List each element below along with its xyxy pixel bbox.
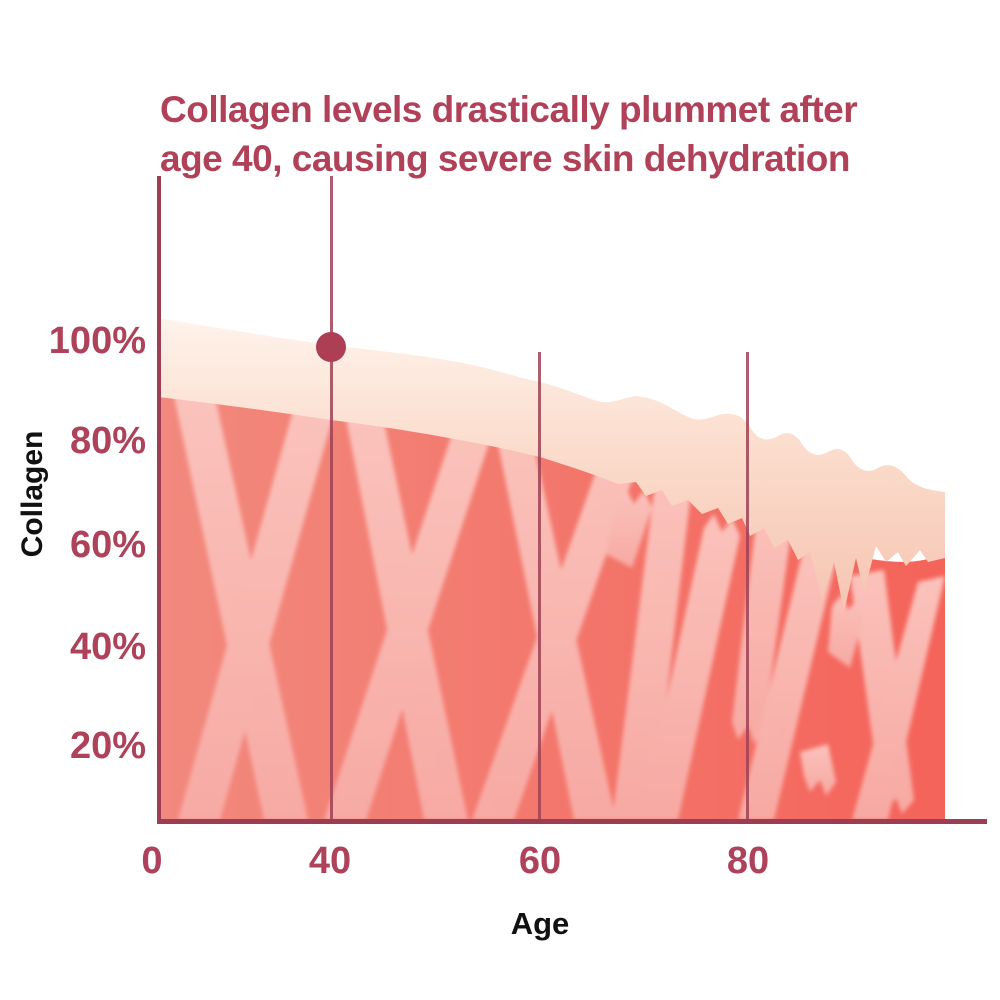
y-tick-100: 100%	[48, 320, 146, 362]
y-tick-20: 20%	[69, 725, 146, 767]
x-axis-title: Age	[510, 906, 570, 941]
chart-title-line-1: Collagen levels drastically plummet afte…	[160, 89, 858, 130]
gridline-age-40	[330, 176, 333, 820]
y-tick-80: 80%	[69, 420, 146, 462]
x-tick-0: 0	[141, 840, 163, 882]
y-axis-line	[157, 176, 161, 824]
data-point-marker-age-40	[316, 332, 346, 362]
epidermis-shape	[158, 318, 945, 612]
collagen-fibers	[174, 392, 945, 820]
y-axis-title: Collagen	[16, 430, 49, 558]
x-tick-60: 60	[518, 840, 562, 882]
x-tick-80: 80	[726, 840, 770, 882]
y-tick-60: 60%	[69, 524, 146, 566]
skin-cross-section-illustration	[158, 318, 945, 820]
gridline-age-60	[538, 352, 541, 820]
chart-title-line-2: age 40, causing severe skin dehydration	[160, 137, 850, 179]
chart-title: Collagen levels drastically plummet afte…	[160, 86, 970, 184]
x-tick-40: 40	[308, 840, 352, 882]
x-axis-line	[157, 819, 987, 824]
y-tick-40: 40%	[69, 626, 146, 668]
gridline-age-80	[746, 352, 749, 820]
